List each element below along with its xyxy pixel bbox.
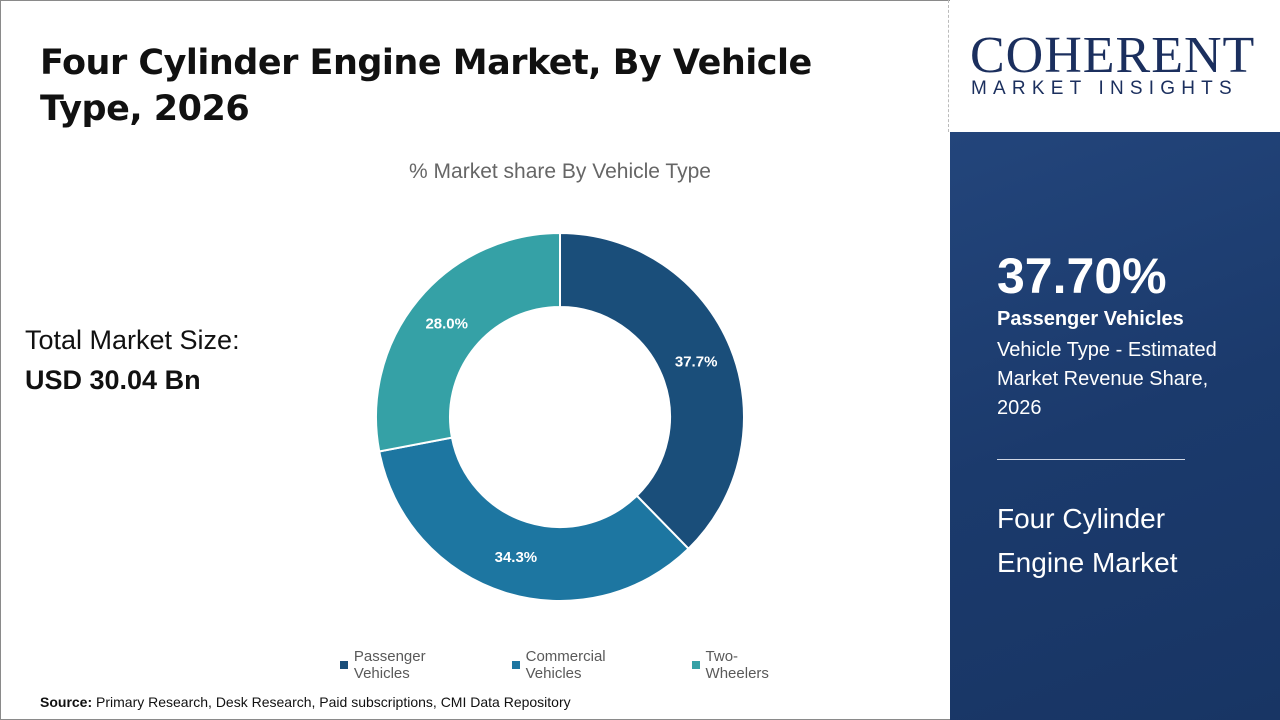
logo: COHERENT MARKET INSIGHTS [950,0,1280,132]
legend-item-commercial: Commercial Vehicles [511,648,664,682]
divider [948,0,949,132]
legend-swatch [511,661,520,669]
highlight-description: Vehicle Type - Estimated Market Revenue … [997,339,1217,419]
chart-legend: Passenger Vehicles Commercial Vehicles T… [340,648,800,682]
legend-item-two-wheelers: Two-Wheelers [691,648,800,682]
legend-swatch [691,661,700,669]
donut-chart: 37.7% 34.3% 28.0% [375,231,745,602]
slice-passenger-vehicles [559,231,745,551]
divider-line [997,459,1185,460]
source-note: Source: Primary Research, Desk Research,… [40,694,571,710]
data-label: 37.7% [675,354,718,371]
data-label: 34.3% [495,549,538,566]
total-market-label: Total Market Size: [25,325,240,355]
data-label: 28.0% [425,315,468,332]
logo-sub-text: MARKET INSIGHTS [971,78,1238,99]
legend-item-passenger: Passenger Vehicles [340,648,484,682]
highlight-panel: 37.70% Passenger Vehicles Vehicle Type -… [950,132,1280,720]
market-name: Four Cylinder Engine Market [997,503,1178,578]
source-text: Primary Research, Desk Research, Paid su… [92,694,571,710]
total-market-value: USD 30.04 Bn [25,365,201,395]
slice-commercial-vehicles [378,436,690,602]
highlight-value: 37.70% [997,248,1167,304]
source-label: Source: [40,694,93,710]
slice-two-wheelers [375,231,561,453]
chart-title: % Market share By Vehicle Type [409,160,711,183]
logo-main-text: COHERENT [970,27,1256,84]
legend-label: Passenger Vehicles [353,648,426,682]
legend-swatch [340,661,348,669]
legend-label: Two-Wheelers [705,648,769,682]
highlight-segment: Passenger Vehicles [997,308,1184,330]
page-title: Four Cylinder Engine Market, By Vehicle … [40,43,812,129]
legend-label: Commercial Vehicles [525,648,606,682]
